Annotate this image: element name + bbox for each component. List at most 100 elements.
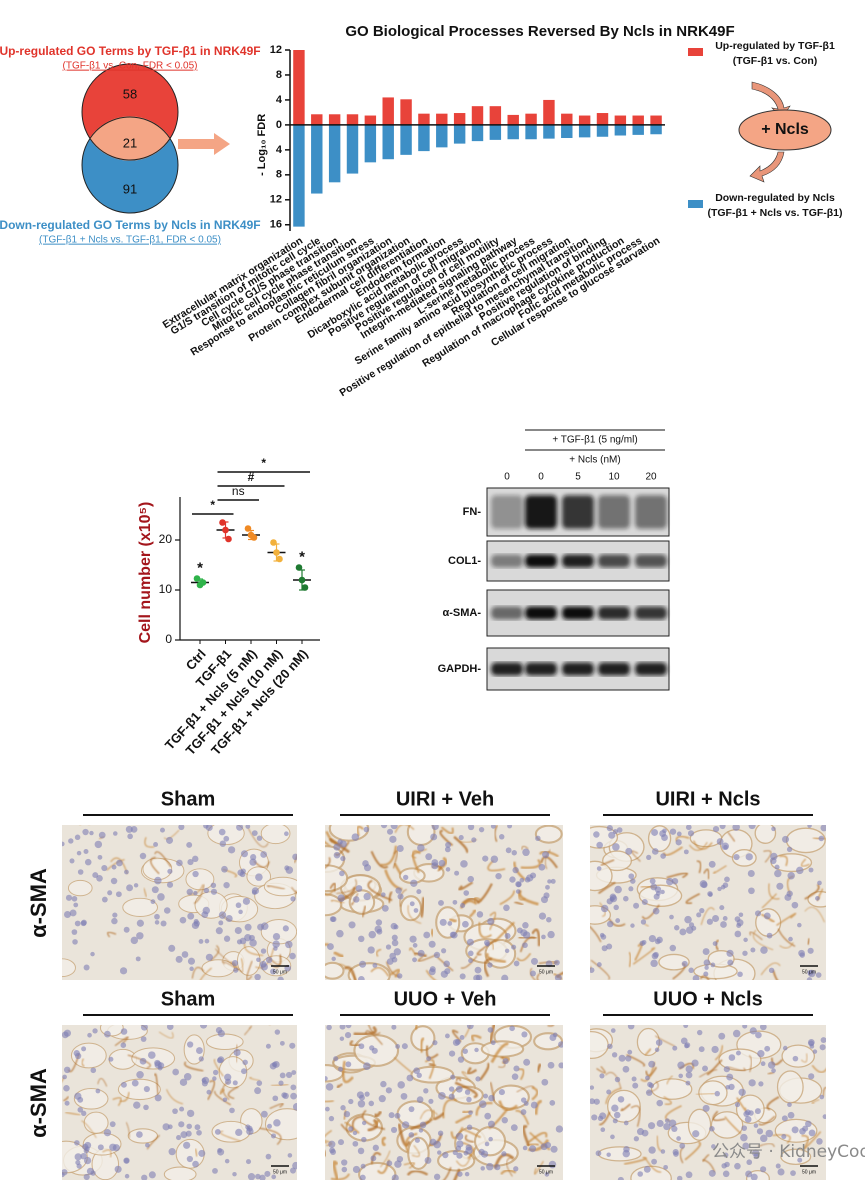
- nucleus: [685, 825, 692, 831]
- stain: [249, 1076, 261, 1082]
- nucleus: [735, 1050, 741, 1056]
- nucleus: [359, 1174, 366, 1180]
- nucleus: [628, 873, 635, 880]
- stain: [417, 953, 438, 962]
- nucleus: [807, 825, 812, 828]
- nucleus: [206, 1089, 212, 1095]
- nucleus: [187, 957, 196, 965]
- nucleus: [728, 1083, 735, 1091]
- nucleus: [212, 1167, 218, 1174]
- bar: [328, 124, 341, 183]
- nucleus: [717, 886, 722, 892]
- stain: [199, 967, 213, 980]
- stain: [114, 1036, 129, 1047]
- nucleus: [136, 1131, 143, 1138]
- tubule: [533, 1032, 563, 1051]
- bar: [596, 124, 609, 137]
- nucleus: [454, 870, 460, 876]
- nucleus: [389, 835, 397, 843]
- nucleus: [736, 919, 744, 927]
- stain: [325, 841, 331, 847]
- nucleus: [444, 1033, 450, 1039]
- nucleus: [816, 1138, 823, 1145]
- nucleus: [691, 1059, 699, 1067]
- nucleus: [669, 914, 674, 920]
- nucleus: [799, 1127, 806, 1135]
- nucleus: [289, 1042, 296, 1049]
- stain: [339, 963, 357, 980]
- stain: [476, 938, 497, 956]
- nucleus: [744, 1116, 752, 1123]
- nucleus: [231, 959, 239, 967]
- bar: [578, 115, 591, 125]
- stain: [800, 858, 810, 867]
- stain: [692, 840, 713, 850]
- nucleus: [490, 1040, 496, 1046]
- nucleus: [616, 827, 623, 833]
- nucleus: [721, 842, 730, 851]
- bar: [311, 114, 323, 125]
- nucleus: [448, 1050, 456, 1057]
- nucleus: [352, 1130, 358, 1136]
- nucleus: [424, 1157, 432, 1164]
- micrograph: [62, 1025, 297, 1180]
- nucleus: [466, 1096, 472, 1103]
- nucleus: [223, 935, 231, 942]
- nucleus: [397, 893, 404, 900]
- nucleus: [617, 1096, 625, 1103]
- nucleus: [277, 976, 284, 980]
- nucleus: [245, 1159, 252, 1165]
- nucleus: [410, 879, 418, 887]
- nucleus: [229, 1107, 235, 1114]
- stain: [370, 966, 390, 977]
- data-point: [273, 549, 280, 556]
- bar: [382, 124, 394, 160]
- nucleus: [77, 1107, 84, 1113]
- nucleus: [610, 1028, 616, 1033]
- nucleus: [738, 1088, 746, 1096]
- tubule: [83, 1111, 109, 1134]
- blot-band: [525, 662, 557, 676]
- nucleus: [495, 872, 502, 880]
- nucleus: [611, 1104, 619, 1112]
- nucleus: [396, 844, 404, 853]
- nucleus: [599, 1112, 607, 1120]
- stain: [455, 1077, 462, 1082]
- nucleus: [742, 1142, 750, 1150]
- nucleus: [417, 949, 425, 957]
- bracket-label: *: [210, 498, 215, 512]
- stain: [442, 1166, 452, 1180]
- nucleus: [83, 849, 89, 855]
- stain: [498, 1100, 519, 1112]
- nucleus: [790, 1170, 796, 1176]
- nucleus: [192, 855, 199, 863]
- legend-label: Down-regulated by Ncls: [715, 192, 835, 204]
- nucleus: [465, 1144, 472, 1151]
- nucleus: [112, 912, 118, 918]
- nucleus: [650, 959, 658, 968]
- stain: [393, 1056, 412, 1073]
- venn-up-subtitle: (TGF-β1 vs. Con, FDR < 0.05): [63, 61, 198, 72]
- nucleus: [544, 1141, 552, 1149]
- nucleus: [186, 1109, 195, 1118]
- nucleus: [380, 825, 388, 829]
- nucleus: [672, 1148, 679, 1156]
- nucleus: [486, 1162, 494, 1171]
- nucleus: [819, 1044, 826, 1051]
- nucleus: [606, 1089, 612, 1095]
- nucleus: [385, 1087, 393, 1094]
- nucleus: [444, 846, 451, 853]
- nucleus: [805, 1120, 812, 1128]
- stain: [349, 1039, 361, 1047]
- stain: [466, 1066, 478, 1075]
- nucleus: [367, 946, 375, 954]
- nucleus: [176, 859, 183, 867]
- nucleus: [237, 869, 244, 876]
- stain: [269, 1102, 284, 1110]
- stain: [499, 890, 515, 906]
- nucleus: [438, 1092, 446, 1100]
- nucleus: [333, 1056, 339, 1062]
- tubule: [399, 895, 423, 922]
- nucleus: [645, 1089, 653, 1096]
- micrograph: [325, 825, 563, 980]
